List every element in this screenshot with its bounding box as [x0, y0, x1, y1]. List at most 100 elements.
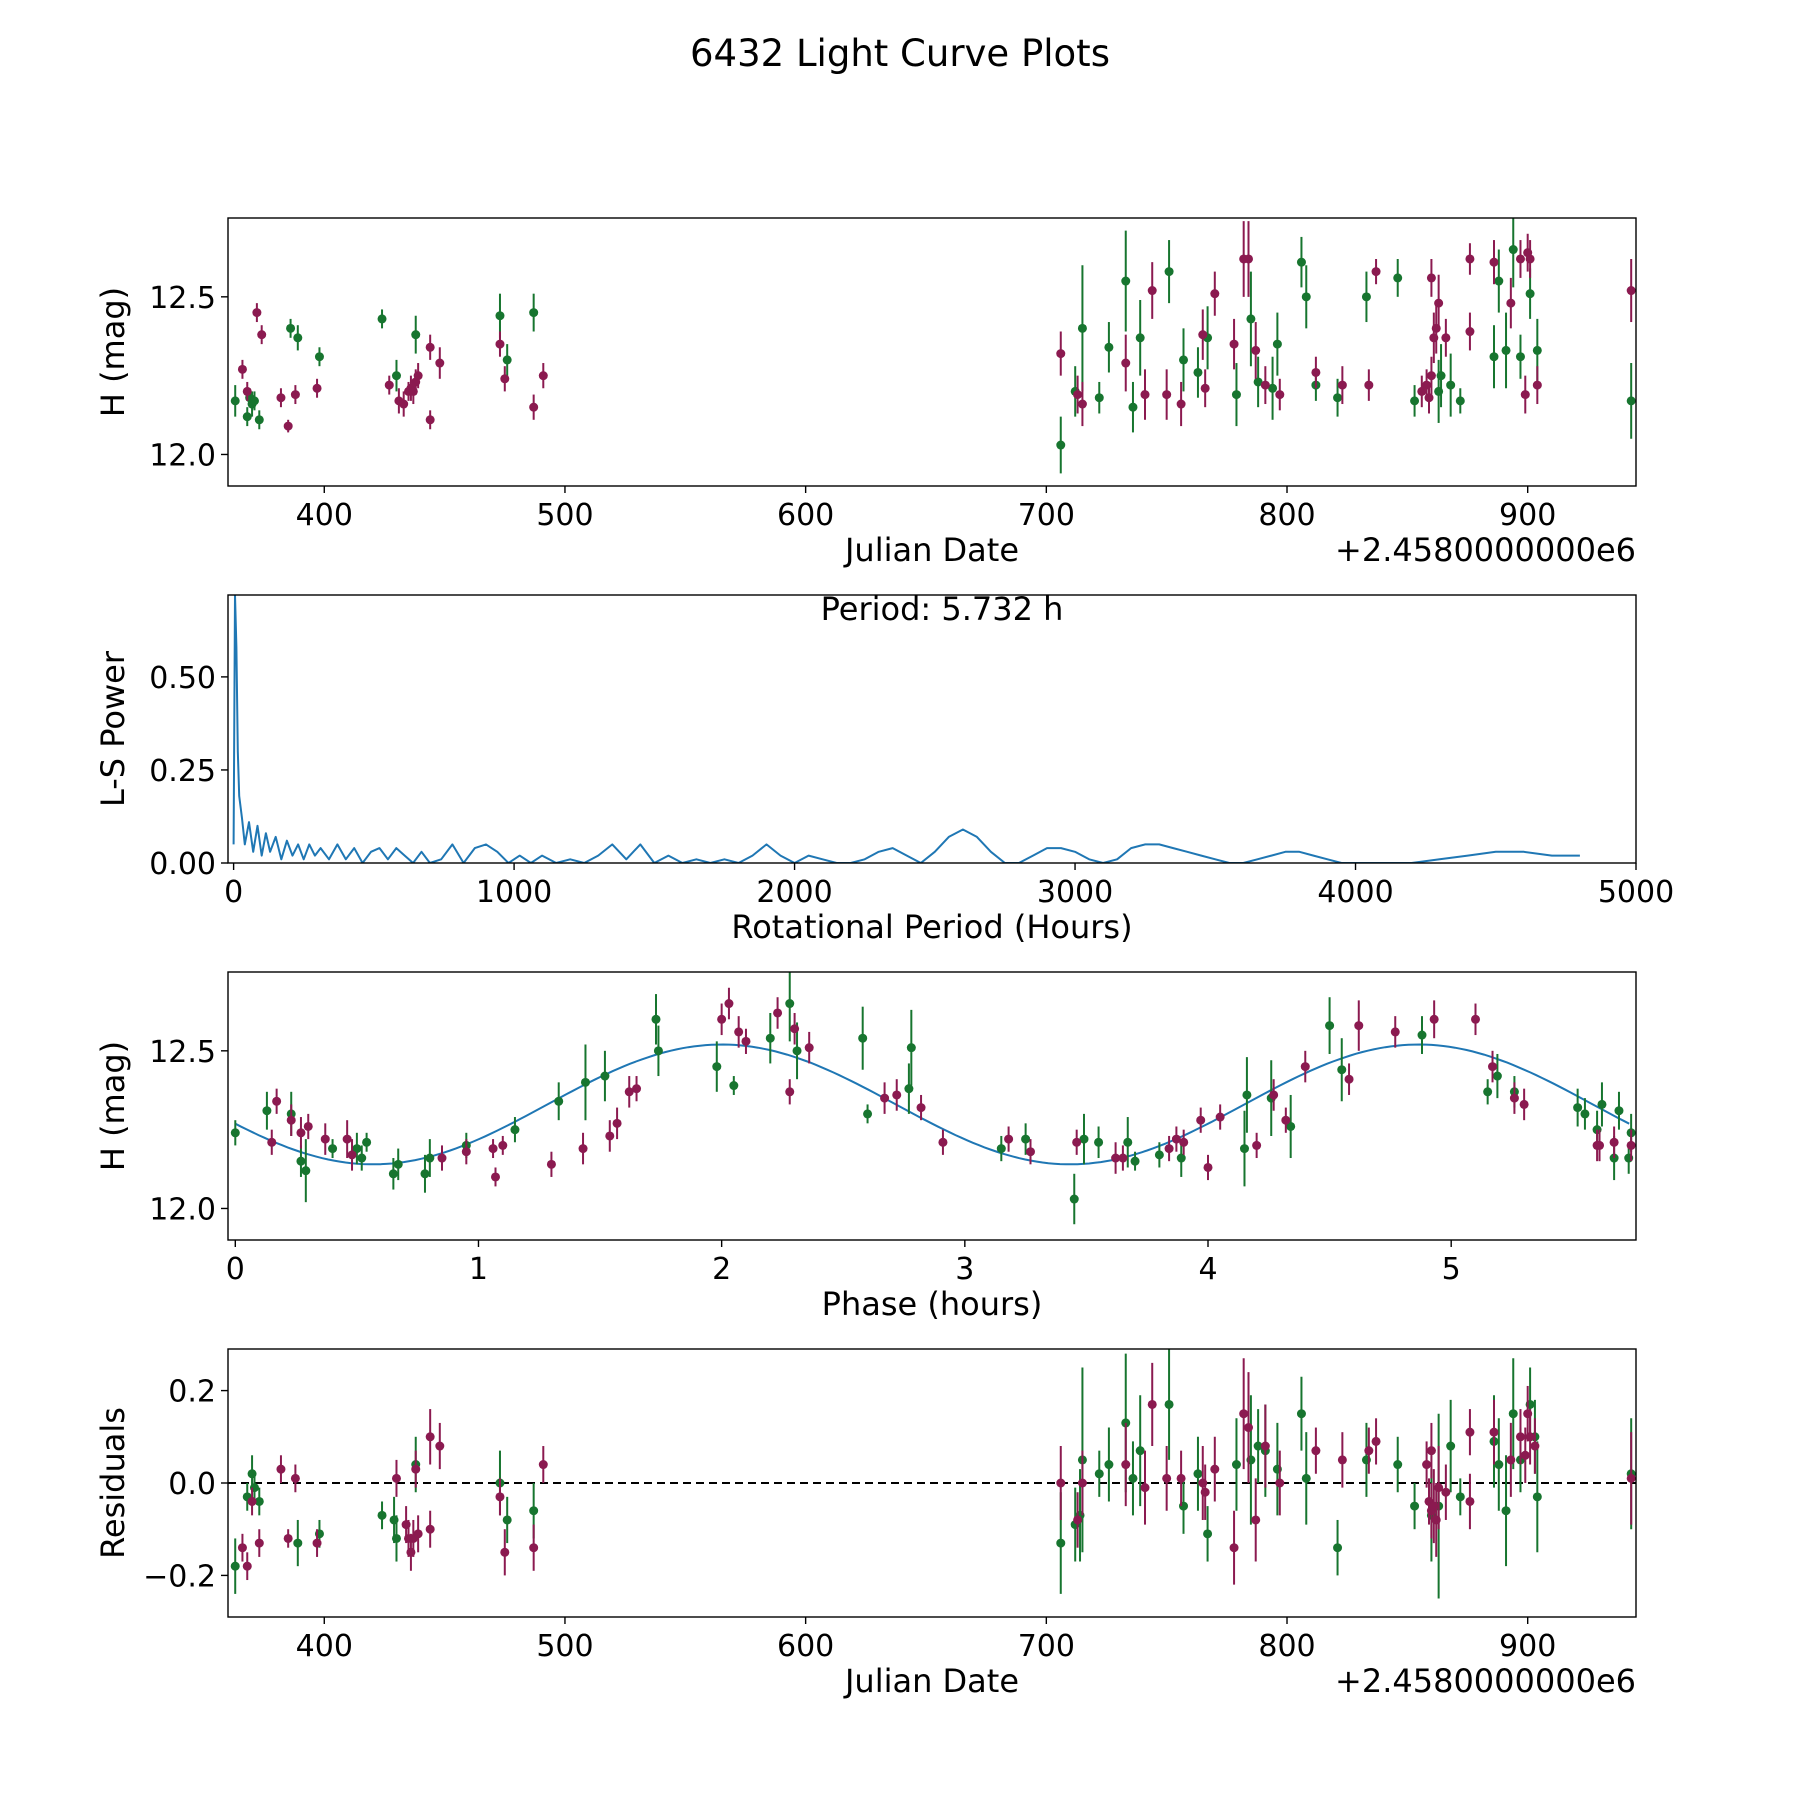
lightcurve-x-axis-label: Julian Date [843, 531, 1019, 569]
residuals-plot-area [228, 1349, 1636, 1599]
phased-y-axis-label: H (mag) [94, 1041, 132, 1171]
data-point [1094, 1137, 1104, 1147]
lightcurve-series-green [230, 218, 1636, 474]
x-tick-label: 500 [536, 498, 593, 533]
phased-panel: 0 1 2 3 4 5 12.0 12.5 Phase (hours) H (mag) [94, 971, 1637, 1323]
data-point [1489, 352, 1499, 362]
data-point [1200, 383, 1210, 393]
data-point [1530, 1441, 1540, 1451]
y-tick-label: 12.0 [149, 1192, 216, 1227]
data-point [1417, 386, 1427, 396]
data-point [1135, 333, 1145, 343]
data-point [1239, 1144, 1249, 1154]
data-point [1489, 1427, 1499, 1437]
data-point [538, 371, 548, 381]
data-point [1077, 399, 1087, 409]
data-point [1311, 1446, 1321, 1456]
data-point [785, 999, 795, 1009]
data-point [249, 396, 259, 406]
data-point [1489, 257, 1499, 267]
data-point [296, 1128, 306, 1138]
lightcurve-series-maroon [237, 221, 1636, 433]
data-point [1301, 1473, 1311, 1483]
data-point [1176, 1473, 1186, 1483]
data-point [1072, 1137, 1082, 1147]
phased-x-axis-label: Phase (hours) [822, 1285, 1043, 1323]
residuals-series-green [230, 1349, 1636, 1599]
data-point [1446, 1441, 1456, 1451]
data-point [554, 1096, 564, 1106]
data-point [1077, 1478, 1087, 1488]
data-point [1597, 1099, 1607, 1109]
data-point [1371, 1436, 1381, 1446]
data-point [286, 1115, 296, 1125]
data-point [1164, 267, 1174, 277]
data-point [734, 1027, 744, 1037]
data-point [1532, 380, 1542, 390]
x-tick-label: 4000 [1317, 875, 1393, 910]
data-point [242, 1561, 252, 1571]
data-point [1515, 352, 1525, 362]
data-point [1626, 1140, 1636, 1150]
data-point [1371, 267, 1381, 277]
data-point [1434, 1483, 1444, 1493]
data-point [254, 1538, 264, 1548]
figure-title: 6432 Light Curve Plots [690, 32, 1110, 75]
data-point [1210, 1464, 1220, 1474]
data-point [1239, 1409, 1249, 1419]
lightcurve-axes-frame [227, 217, 1637, 487]
lightcurve-y-axis-label: H (mag) [94, 287, 132, 417]
data-point [1260, 1441, 1270, 1451]
data-point [1506, 298, 1516, 308]
data-point [1203, 1529, 1213, 1539]
data-point [1025, 1147, 1035, 1157]
data-point [290, 1473, 300, 1483]
data-point [510, 1125, 520, 1135]
data-point [1492, 1071, 1502, 1081]
data-point [1519, 1099, 1529, 1109]
data-point [377, 1510, 387, 1520]
data-point [500, 374, 510, 384]
data-point [347, 1150, 357, 1160]
data-point [283, 421, 293, 431]
data-point [1426, 1446, 1436, 1456]
data-point [1073, 1515, 1083, 1525]
data-point [1344, 1074, 1354, 1084]
x-tick-label: 600 [777, 498, 834, 533]
data-point [1128, 1473, 1138, 1483]
data-point [1446, 380, 1456, 390]
data-point [293, 1538, 303, 1548]
data-point [1130, 1156, 1140, 1166]
y-tick-label: 0.0 [168, 1467, 216, 1502]
data-point [290, 390, 300, 400]
data-point [1193, 1469, 1203, 1479]
data-point [1333, 393, 1343, 403]
data-point [804, 1043, 814, 1053]
data-point [411, 330, 421, 340]
x-tick-label: 900 [1499, 498, 1556, 533]
y-tick-label: 12.5 [149, 1035, 216, 1070]
data-point [1424, 393, 1434, 403]
data-point [1231, 1460, 1241, 1470]
data-point [578, 1144, 588, 1154]
data-point [342, 1134, 352, 1144]
data-point [1140, 1483, 1150, 1493]
x-tick-label: 400 [296, 498, 353, 533]
model-curve [234, 1043, 1630, 1166]
x-tick-label: 600 [777, 1629, 834, 1664]
data-point [437, 1153, 447, 1163]
data-point [1231, 390, 1241, 400]
data-point [580, 1077, 590, 1087]
data-point [1176, 399, 1186, 409]
data-point [632, 1084, 642, 1094]
data-point [1251, 345, 1261, 355]
data-point [1422, 1460, 1432, 1470]
data-point [1140, 390, 1150, 400]
y-tick-label: −0.2 [143, 1559, 216, 1594]
data-point [1441, 333, 1451, 343]
data-point [1162, 1473, 1172, 1483]
y-tick-label: 0.50 [149, 661, 216, 696]
x-tick-label: 3000 [1037, 875, 1113, 910]
data-point [1253, 1441, 1263, 1451]
